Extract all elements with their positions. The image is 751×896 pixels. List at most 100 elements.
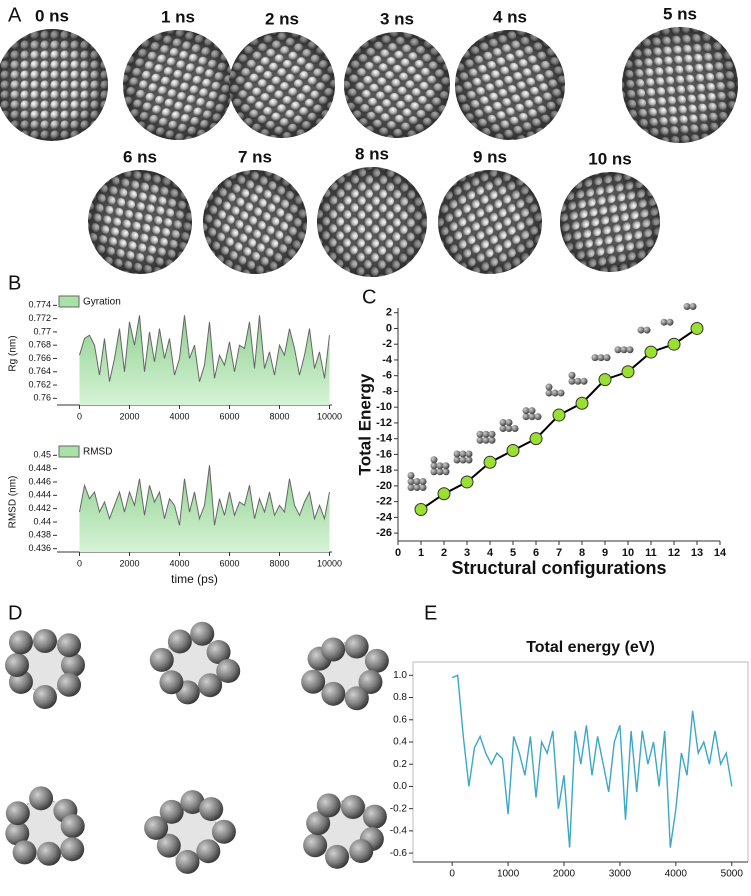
marker bbox=[460, 475, 474, 489]
x-tick-label: 6000 bbox=[219, 558, 239, 568]
marker bbox=[690, 321, 704, 335]
cluster-icon bbox=[413, 478, 421, 486]
y-tick-label: 0.446 bbox=[28, 476, 51, 486]
y-tick-label: 2 bbox=[386, 307, 392, 319]
cluster-icon bbox=[476, 436, 484, 444]
cluster-atom bbox=[211, 819, 236, 844]
cluster-icon bbox=[482, 436, 490, 444]
x-tick-label: 6 bbox=[533, 547, 539, 559]
x-axis-label: time (ps) bbox=[171, 572, 218, 586]
cluster-icon bbox=[557, 389, 565, 397]
cluster-atom bbox=[190, 621, 215, 646]
cluster-atom bbox=[199, 797, 224, 822]
x-tick-label: 0 bbox=[449, 869, 455, 880]
marker bbox=[506, 443, 520, 457]
y-tick-label: 0.436 bbox=[28, 543, 51, 553]
marker bbox=[644, 345, 658, 359]
panel-letter: E bbox=[424, 602, 437, 624]
snapshot-label: 2 ns bbox=[265, 9, 299, 28]
cluster-icon bbox=[488, 430, 496, 438]
x-tick-label: 2000 bbox=[553, 869, 576, 880]
cluster-atom bbox=[358, 669, 383, 694]
marker bbox=[529, 432, 543, 446]
nanoparticle-shade bbox=[560, 172, 660, 272]
cluster-atom bbox=[306, 811, 331, 836]
y-tick-label: 0.76 bbox=[33, 393, 51, 403]
snapshot-label: 3 ns bbox=[380, 9, 414, 28]
y-tick-label: 0.448 bbox=[28, 463, 51, 473]
cluster-atom bbox=[340, 794, 365, 819]
cluster-icon bbox=[499, 424, 507, 432]
y-tick-label: 0.438 bbox=[28, 530, 51, 540]
panel-letter: B bbox=[8, 272, 21, 294]
x-tick-label: 5000 bbox=[721, 869, 744, 880]
area bbox=[79, 465, 330, 552]
cluster-atom bbox=[149, 647, 174, 672]
x-tick-label: 0 bbox=[77, 558, 82, 568]
x-tick-label: 4000 bbox=[169, 558, 189, 568]
x-tick-label: 12 bbox=[668, 547, 680, 559]
cluster-atom bbox=[301, 669, 326, 694]
cluster-icon bbox=[637, 326, 645, 334]
nanoparticle-shade bbox=[0, 29, 108, 141]
marker bbox=[437, 487, 451, 501]
y-tick-label: -20 bbox=[376, 480, 392, 492]
x-tick-label: 8 bbox=[579, 547, 585, 559]
snapshot-label: 5 ns bbox=[663, 4, 697, 23]
cluster-atom bbox=[180, 790, 205, 815]
area bbox=[79, 315, 330, 405]
cluster-icon bbox=[597, 354, 605, 362]
x-axis-label: Structural configurations bbox=[451, 558, 666, 578]
x-tick-label: 6000 bbox=[219, 411, 239, 421]
x-tick-label: 1000 bbox=[497, 869, 520, 880]
cluster-atom bbox=[144, 815, 169, 840]
y-tick-label: 0.45 bbox=[33, 450, 51, 460]
marker bbox=[552, 408, 566, 422]
cluster-icon bbox=[459, 450, 467, 458]
cluster-icon bbox=[580, 377, 588, 385]
cluster-icon bbox=[545, 389, 553, 397]
y-tick-label: 1.0 bbox=[393, 670, 407, 681]
x-tick-label: 1 bbox=[418, 547, 424, 559]
legend-label: Gyration bbox=[83, 297, 121, 308]
y-tick-label: 0.8 bbox=[393, 692, 407, 703]
snapshot-label: 7 ns bbox=[238, 147, 272, 166]
cluster-icon bbox=[436, 462, 444, 470]
cluster-atom bbox=[344, 686, 369, 711]
y-tick-label: -0.6 bbox=[390, 848, 408, 859]
nanoparticle-shade bbox=[123, 30, 233, 140]
cluster-atom bbox=[159, 670, 184, 695]
cluster-icon bbox=[551, 389, 559, 397]
legend-label: RMSD bbox=[83, 447, 112, 458]
cluster-atom bbox=[198, 673, 223, 698]
x-tick-label: 8000 bbox=[269, 411, 289, 421]
y-tick-label: 0.2 bbox=[393, 759, 407, 770]
cluster-atom bbox=[349, 839, 374, 864]
x-tick-label: 2000 bbox=[119, 411, 139, 421]
snapshot-label: 0 ns bbox=[35, 6, 69, 25]
cluster-icon bbox=[465, 450, 473, 458]
marker bbox=[483, 455, 497, 469]
cluster-icon bbox=[453, 456, 461, 464]
cluster-icon bbox=[522, 413, 530, 421]
x-tick-label: 11 bbox=[645, 547, 657, 559]
cluster-atom bbox=[362, 804, 387, 829]
cluster-atom bbox=[325, 844, 350, 869]
y-tick-label: 0.774 bbox=[28, 300, 51, 310]
cluster-icon bbox=[689, 302, 697, 310]
cluster-icon bbox=[534, 413, 542, 421]
cluster-icon bbox=[465, 456, 473, 464]
panel-letter: A bbox=[8, 4, 22, 26]
cluster-icon bbox=[660, 318, 668, 326]
line bbox=[451, 674, 733, 848]
x-tick-label: 4000 bbox=[665, 869, 688, 880]
y-tick-label: 0.762 bbox=[28, 379, 51, 389]
snapshot-label: 10 ns bbox=[588, 149, 631, 168]
y-axis-label: Total Energy bbox=[355, 373, 374, 475]
cluster-icon bbox=[476, 430, 484, 438]
cluster-atom bbox=[57, 672, 82, 697]
cluster-atom bbox=[316, 793, 341, 818]
cluster-atom bbox=[5, 821, 30, 846]
y-tick-label: 0.444 bbox=[28, 490, 51, 500]
